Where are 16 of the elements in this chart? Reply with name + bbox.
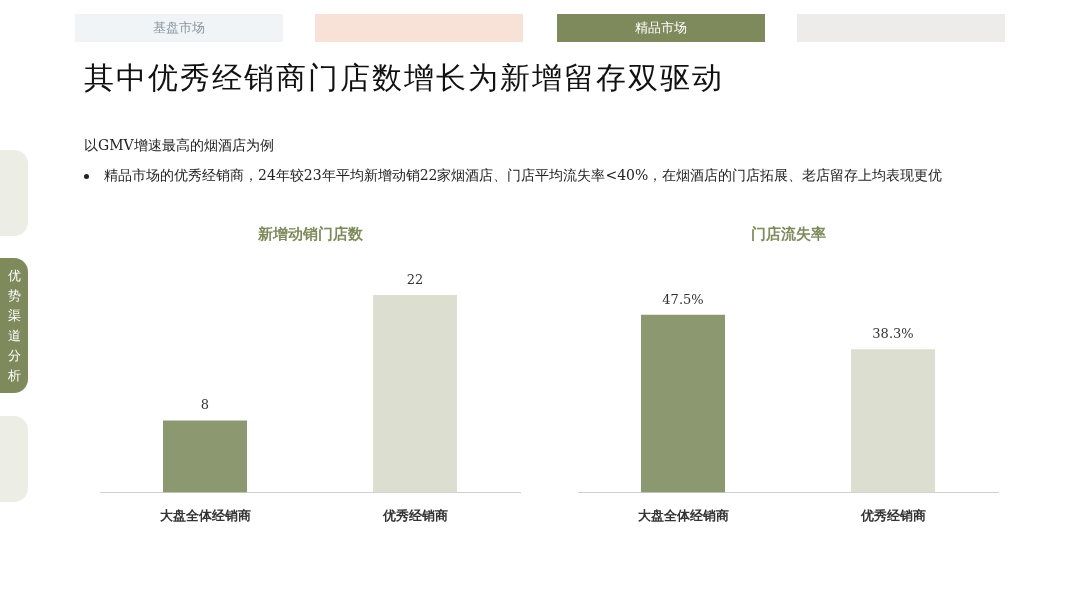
data-label: 22 — [406, 271, 424, 287]
x-tick-label: 大盘全体经销商 — [637, 507, 729, 523]
text: 精品市场 — [557, 14, 765, 42]
text: 优势渠道分析 — [0, 258, 28, 393]
x-tick-label: 优秀经销商 — [859, 507, 926, 523]
data-label: 38.3% — [872, 326, 914, 342]
data-label: 8 — [200, 397, 210, 413]
chart-title: 门店流失率 — [750, 224, 826, 243]
x-tick-label: 优秀经销商 — [381, 507, 448, 523]
text: 其中优秀经销商门店数增长为新增留存双驱动 — [84, 59, 724, 97]
text: 以GMV增速最高的烟酒店为例 — [84, 137, 274, 155]
text: 基盘市场 — [75, 14, 283, 42]
x-tick-label: 大盘全体经销商 — [159, 507, 251, 523]
text: 精品市场的优秀经销商，24年较23年平均新增动销22家烟酒店、门店平均流失率<40%，在烟酒店的门店拓展、老店留存上均表现更优 — [103, 166, 944, 185]
chart-title: 新增动销门店数 — [256, 224, 364, 243]
data-label: 47.5% — [662, 291, 704, 307]
